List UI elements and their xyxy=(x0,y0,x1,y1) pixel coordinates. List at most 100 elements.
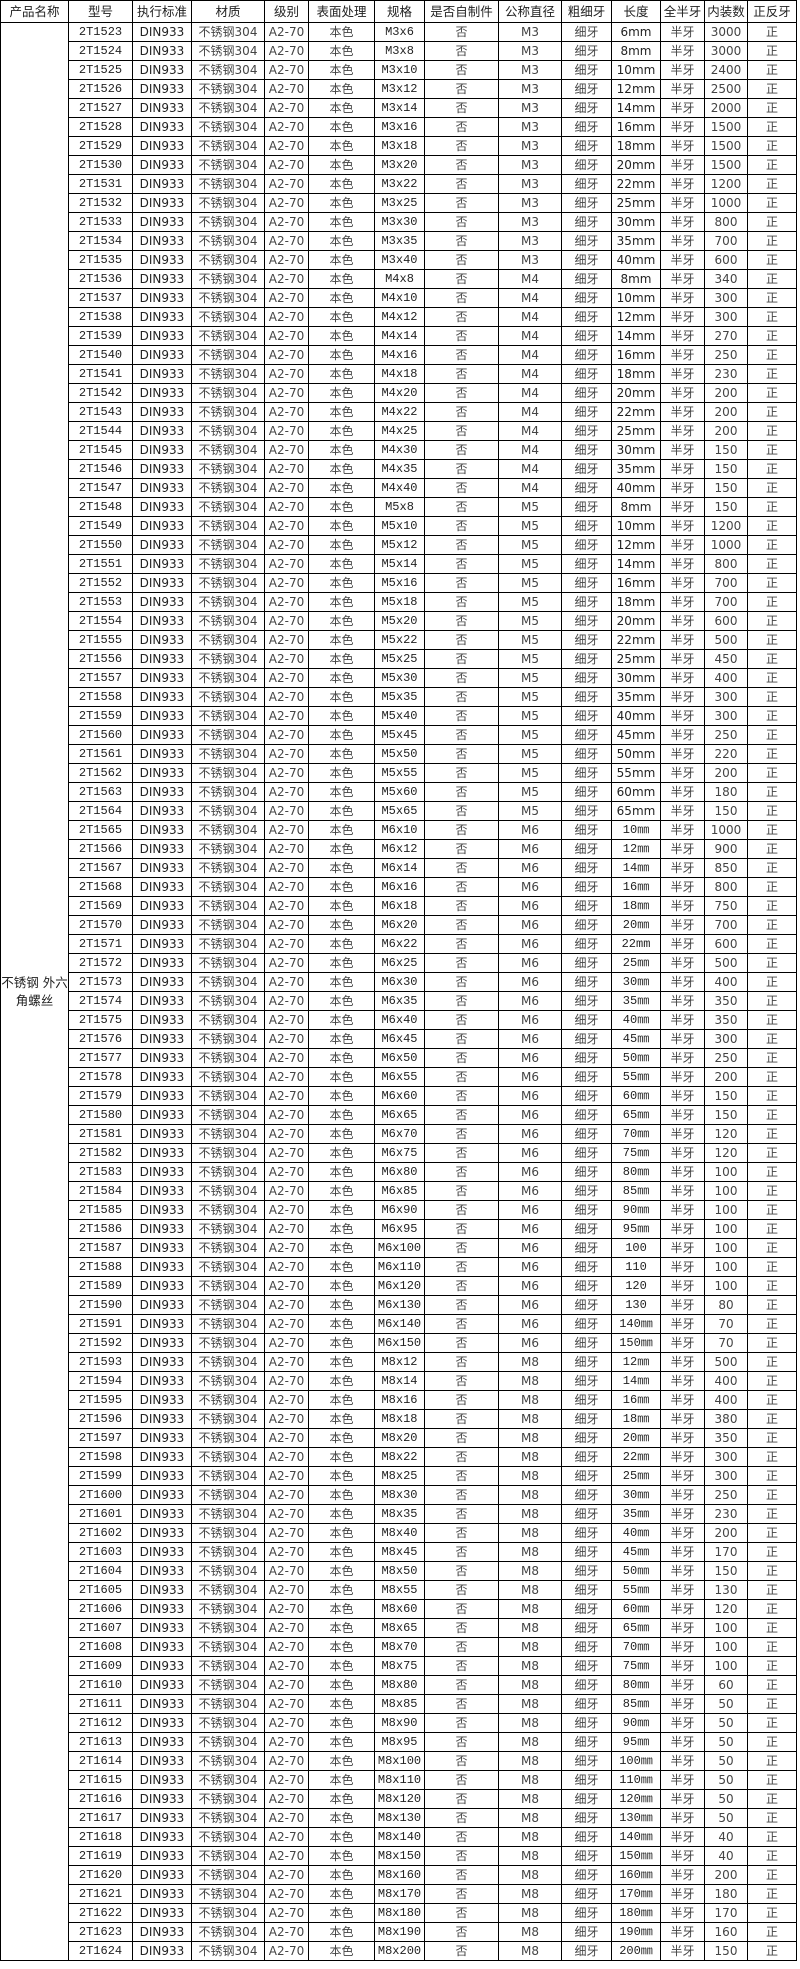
product-name-cell: 不锈钢 外六角螺丝 xyxy=(0,22,69,1961)
length-cell: 35㎜ xyxy=(611,1504,661,1524)
material-cell: 不锈钢304 xyxy=(191,1409,265,1429)
quantity-cell: 350 xyxy=(704,991,748,1011)
full-half-cell: 半牙 xyxy=(660,307,705,327)
full-half-cell: 半牙 xyxy=(660,1827,705,1847)
self-made-cell: 否 xyxy=(424,497,499,517)
surface-cell: 本色 xyxy=(308,782,375,802)
spec-cell: M6x85 xyxy=(374,1181,425,1201)
full-half-cell: 半牙 xyxy=(660,459,705,479)
grade-cell: A2-70 xyxy=(264,307,309,327)
spec-cell: M6x65 xyxy=(374,1105,425,1125)
model-cell: 2T1554 xyxy=(68,611,133,631)
spec-cell: M8x120 xyxy=(374,1789,425,1809)
standard-cell: DIN933 xyxy=(132,1675,192,1695)
length-cell: 14mm xyxy=(611,98,661,118)
length-cell: 18mm xyxy=(611,136,661,156)
diameter-cell: M6 xyxy=(498,1257,562,1277)
column-header: 产品名称 xyxy=(0,0,69,23)
length-cell: 65mm xyxy=(611,801,661,821)
direction-cell: 正 xyxy=(747,231,797,251)
model-cell: 2T1623 xyxy=(68,1922,133,1942)
length-cell: 12mm xyxy=(611,307,661,327)
thread-cell: 细牙 xyxy=(561,269,612,289)
self-made-cell: 否 xyxy=(424,573,499,593)
diameter-cell: M6 xyxy=(498,991,562,1011)
standard-cell: DIN933 xyxy=(132,1599,192,1619)
spec-cell: M6x90 xyxy=(374,1200,425,1220)
self-made-cell: 否 xyxy=(424,1523,499,1543)
thread-cell: 细牙 xyxy=(561,1751,612,1771)
length-cell: 22mm xyxy=(611,934,661,954)
model-cell: 2T1558 xyxy=(68,687,133,707)
direction-cell: 正 xyxy=(747,1637,797,1657)
length-cell: 8mm xyxy=(611,497,661,517)
full-half-cell: 半牙 xyxy=(660,79,705,99)
model-cell: 2T1570 xyxy=(68,915,133,935)
material-cell: 不锈钢304 xyxy=(191,1637,265,1657)
standard-cell: DIN933 xyxy=(132,1105,192,1125)
self-made-cell: 否 xyxy=(424,1599,499,1619)
material-cell: 不锈钢304 xyxy=(191,459,265,479)
diameter-cell: M6 xyxy=(498,820,562,840)
spec-cell: M8x35 xyxy=(374,1504,425,1524)
diameter-cell: M8 xyxy=(498,1713,562,1733)
thread-cell: 细牙 xyxy=(561,1523,612,1543)
thread-cell: 细牙 xyxy=(561,288,612,308)
self-made-cell: 否 xyxy=(424,345,499,365)
spec-cell: M3x30 xyxy=(374,212,425,232)
length-cell: 200㎜ xyxy=(611,1941,661,1961)
direction-cell: 正 xyxy=(747,1257,797,1277)
material-cell: 不锈钢304 xyxy=(191,60,265,80)
quantity-cell: 700 xyxy=(704,573,748,593)
material-cell: 不锈钢304 xyxy=(191,858,265,878)
standard-cell: DIN933 xyxy=(132,421,192,441)
length-cell: 130 xyxy=(611,1295,661,1315)
full-half-cell: 半牙 xyxy=(660,478,705,498)
model-cell: 2T1530 xyxy=(68,155,133,175)
thread-cell: 细牙 xyxy=(561,1789,612,1809)
grade-cell: A2-70 xyxy=(264,725,309,745)
material-cell: 不锈钢304 xyxy=(191,1789,265,1809)
material-cell: 不锈钢304 xyxy=(191,231,265,251)
standard-cell: DIN933 xyxy=(132,326,192,346)
model-cell: 2T1619 xyxy=(68,1846,133,1866)
model-cell: 2T1584 xyxy=(68,1181,133,1201)
quantity-cell: 100 xyxy=(704,1238,748,1258)
diameter-cell: M8 xyxy=(498,1371,562,1391)
table-row: 2T1551 DIN933 不锈钢304 A2-70 本色 M5x14 否 M5 细牙 14mm 半… xyxy=(1,554,797,574)
spec-cell: M3x12 xyxy=(374,79,425,99)
spec-cell: M8x170 xyxy=(374,1884,425,1904)
model-cell: 2T1611 xyxy=(68,1694,133,1714)
quantity-cell: 350 xyxy=(704,1428,748,1448)
standard-cell: DIN933 xyxy=(132,212,192,232)
direction-cell: 正 xyxy=(747,535,797,555)
standard-cell: DIN933 xyxy=(132,402,192,422)
model-cell: 2T1550 xyxy=(68,535,133,555)
standard-cell: DIN933 xyxy=(132,1029,192,1049)
material-cell: 不锈钢304 xyxy=(191,1694,265,1714)
self-made-cell: 否 xyxy=(424,858,499,878)
table-row: 2T1556 DIN933 不锈钢304 A2-70 本色 M5x25 否 M5 细牙 25mm 半… xyxy=(1,649,797,669)
standard-cell: DIN933 xyxy=(132,136,192,156)
self-made-cell: 否 xyxy=(424,307,499,327)
length-cell: 40mm xyxy=(611,478,661,498)
quantity-cell: 150 xyxy=(704,1086,748,1106)
self-made-cell: 否 xyxy=(424,1770,499,1790)
thread-cell: 细牙 xyxy=(561,1029,612,1049)
surface-cell: 本色 xyxy=(308,212,375,232)
quantity-cell: 450 xyxy=(704,649,748,669)
direction-cell: 正 xyxy=(747,573,797,593)
grade-cell: A2-70 xyxy=(264,98,309,118)
thread-cell: 细牙 xyxy=(561,1352,612,1372)
model-cell: 2T1576 xyxy=(68,1029,133,1049)
quantity-cell: 120 xyxy=(704,1599,748,1619)
self-made-cell: 否 xyxy=(424,725,499,745)
surface-cell: 本色 xyxy=(308,1428,375,1448)
surface-cell: 本色 xyxy=(308,1656,375,1676)
table-row: 2T1555 DIN933 不锈钢304 A2-70 本色 M5x22 否 M5 细牙 22mm 半… xyxy=(1,630,797,650)
direction-cell: 正 xyxy=(747,79,797,99)
surface-cell: 本色 xyxy=(308,1447,375,1467)
grade-cell: A2-70 xyxy=(264,1181,309,1201)
spec-cell: M3x35 xyxy=(374,231,425,251)
model-cell: 2T1601 xyxy=(68,1504,133,1524)
